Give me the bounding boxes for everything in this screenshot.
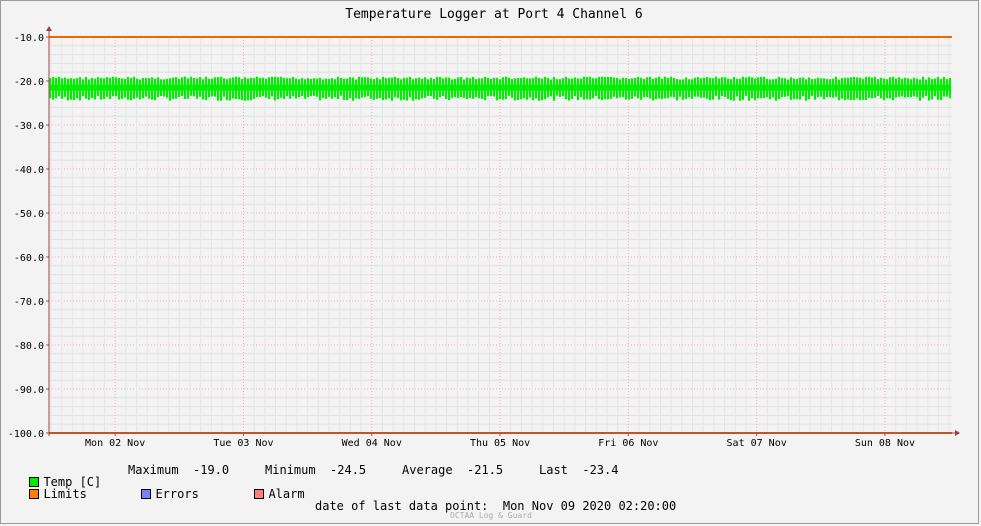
stat-avg: Average -21.5 [402, 464, 503, 476]
legend-errors: Errors [127, 476, 199, 500]
x-tick-label: Tue 03 Nov [213, 438, 273, 449]
last-point-label: date of last data point: [315, 499, 489, 513]
stat-max: Maximum -19.0 [128, 464, 229, 476]
legend-row-1: Temp [C] [15, 464, 101, 488]
watermark: OCTAA Log & Guard [450, 511, 532, 520]
x-tick-label: Thu 05 Nov [470, 438, 530, 449]
x-tick-label: Sat 07 Nov [727, 438, 787, 449]
y-tick-label: -60.0 [14, 253, 44, 264]
y-tick-label: -80.0 [14, 341, 44, 352]
chart-title: Temperature Logger at Port 4 Channel 6 [345, 7, 642, 22]
y-tick-label: -30.0 [14, 121, 44, 132]
legend-temp-label: Temp [C] [43, 475, 102, 489]
y-axis-ticks: -10.0 -20.0 -30.0 -40.0 -50.0 -60.0 -70.0 -80.0… [8, 33, 49, 440]
stat-avg-value: -21.5 [467, 463, 504, 477]
legend-errors-label: Errors [155, 487, 199, 501]
last-data-point: date of last data point: Mon Nov 09 2020… [315, 500, 676, 512]
stat-last-label: Last [539, 463, 568, 477]
x-tick-label: Wed 04 Nov [342, 438, 402, 449]
errors-swatch [141, 489, 152, 499]
legend-limits: Limits [15, 476, 87, 500]
x-tick-label: Fri 06 Nov [598, 438, 658, 449]
stat-avg-label: Average [402, 463, 453, 477]
limits-swatch [29, 489, 40, 499]
x-axis-ticks: Mon 02 Nov Tue 03 Nov Wed 04 Nov Thu 05 Nov… [85, 433, 915, 449]
y-tick-label: -70.0 [14, 297, 44, 308]
y-tick-label: -90.0 [14, 385, 44, 396]
alarm-swatch [254, 489, 265, 499]
stat-min-value: -24.5 [330, 463, 367, 477]
axes [46, 26, 960, 436]
x-tick-label: Sun 08 Nov [855, 438, 915, 449]
legend-limits-label: Limits [43, 487, 87, 501]
stat-max-value: -19.0 [193, 463, 230, 477]
stat-last: Last -23.4 [539, 464, 618, 476]
legend-alarm: Alarm [240, 476, 305, 500]
y-tick-label: -50.0 [14, 209, 44, 220]
y-tick-label: -20.0 [14, 77, 44, 88]
y-axis-arrow [46, 26, 52, 31]
stat-min-label: Minimum [265, 463, 316, 477]
x-axis-arrow [955, 430, 960, 436]
y-tick-label: -10.0 [14, 33, 44, 44]
stat-min: Minimum -24.5 [265, 464, 366, 476]
stat-max-label: Maximum [128, 463, 179, 477]
y-tick-label: -40.0 [14, 165, 44, 176]
x-tick-label: Mon 02 Nov [85, 438, 145, 449]
y-tick-label: -100.0 [8, 429, 44, 440]
temp-swatch [29, 477, 40, 487]
stat-last-value: -23.4 [582, 463, 619, 477]
legend-alarm-label: Alarm [268, 487, 305, 501]
last-point-value: Mon Nov 09 2020 02:20:00 [502, 499, 677, 513]
